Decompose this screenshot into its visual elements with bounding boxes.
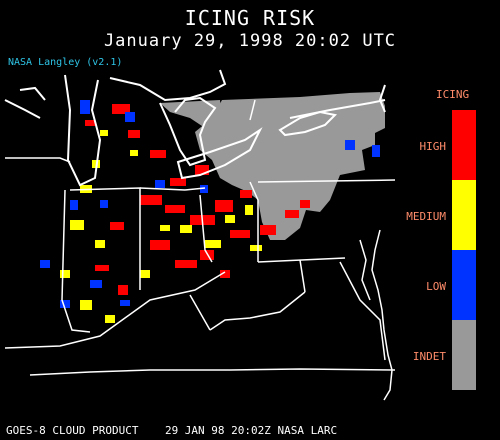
legend-swatch-medium bbox=[452, 180, 476, 250]
legend-title: ICING bbox=[436, 88, 470, 101]
legend-swatch-indet bbox=[452, 320, 476, 390]
state-boundaries bbox=[4, 99, 396, 376]
lake-outlines bbox=[4, 69, 386, 187]
map-subtitle: January 29, 1998 20:02 UTC bbox=[103, 31, 397, 51]
legend-swatch-high bbox=[452, 110, 476, 180]
legend-label-indet: INDET bbox=[412, 350, 446, 363]
legend-swatch-low bbox=[452, 250, 476, 320]
legend-label-high: HIGH bbox=[419, 140, 447, 153]
map-title: ICING RISK bbox=[184, 6, 316, 30]
coastline bbox=[359, 229, 393, 401]
legend: ICING HIGH MEDIUM LOW INDET bbox=[400, 88, 500, 390]
legend-label-medium: MEDIUM bbox=[406, 210, 446, 223]
version-label: NASA Langley (v2.1) bbox=[8, 57, 123, 68]
legend-label-low: LOW bbox=[426, 280, 446, 293]
indet-region bbox=[195, 92, 385, 240]
footer-caption: GOES-8 CLOUD PRODUCT 29 JAN 98 20:02Z NA… bbox=[6, 424, 338, 437]
